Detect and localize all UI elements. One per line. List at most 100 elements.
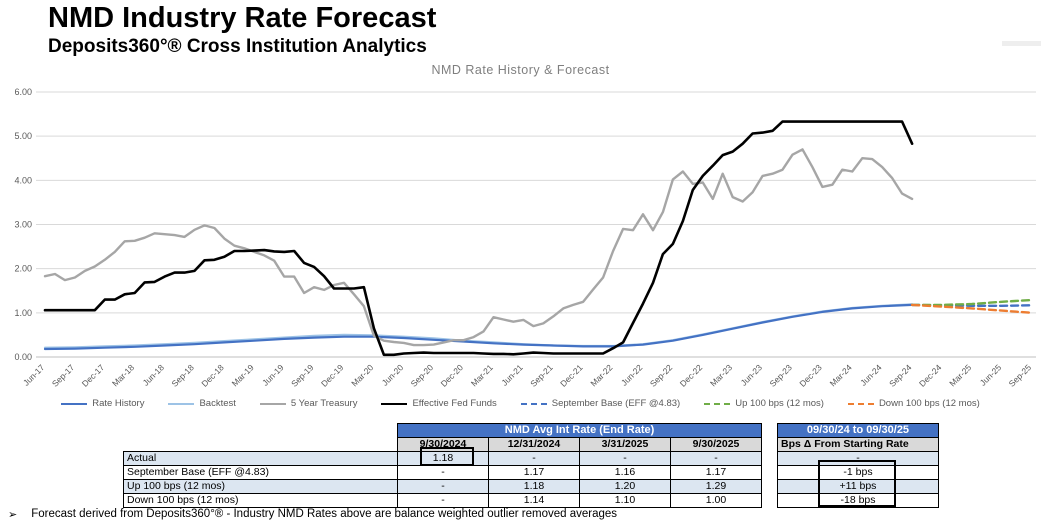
legend-marker-icon [61, 402, 88, 405]
legend-marker-icon [381, 402, 408, 405]
rate-value-cell: 1.17 [669, 465, 763, 480]
footnote: ➢ Forecast derived from Deposits360°® - … [8, 508, 617, 521]
legend-label: September Base (EFF @4.83) [551, 398, 681, 409]
series-down-100-bps-12-mos- [910, 303, 1033, 314]
legend-item-effective-fed-funds: Effective Fed Funds [381, 398, 497, 409]
footnote-text: Forecast derived from Deposits360°® - In… [31, 508, 618, 520]
legend-marker-icon [520, 402, 547, 405]
legend-label: Effective Fed Funds [412, 398, 497, 409]
bps-table-subtitle: Bps Δ From Starting Rate [777, 437, 939, 452]
x-axis-tick-label: Dec-22 [678, 362, 705, 389]
legend-label: Down 100 bps (12 mos) [878, 398, 980, 409]
legend-label: Up 100 bps (12 mos) [735, 398, 824, 409]
legend-item-rate-history: Rate History [61, 398, 144, 409]
x-axis-tick-label: Jun-21 [499, 362, 525, 388]
legend-marker-icon [847, 402, 874, 405]
row-label: Up 100 bps (12 mos) [123, 479, 398, 494]
spacer-cell [123, 423, 398, 438]
x-axis-tick-label: Dec-24 [917, 362, 944, 389]
x-axis-tick-label: Mar-23 [708, 362, 734, 388]
bps-table-title: 09/30/24 to 09/30/25 [777, 423, 939, 438]
legend-item-backtest: Backtest [168, 398, 236, 409]
nmd-avg-int-rate-table: NMD Avg Int Rate (End Rate) 9/30/2024 12/3… [123, 423, 763, 508]
x-axis-tick-label: Sep-22 [648, 362, 675, 389]
legend-marker-icon [259, 402, 286, 405]
series-september-base-eff-4-83- [910, 303, 1033, 307]
x-axis-tick-label: Mar-21 [469, 362, 495, 388]
bps-delta-cell: +11 bps [777, 479, 939, 494]
rate-value-cell: 1.20 [579, 479, 671, 494]
rate-value-cell: 1.10 [579, 493, 671, 508]
rate-value-cell: - [397, 465, 489, 480]
table-row: Actual 1.18- - - [123, 451, 763, 466]
arrow-bullet-icon: ➢ [8, 509, 18, 521]
rate-value-cell: 1.18 [488, 479, 580, 494]
bps-delta-cell: -1 bps [777, 465, 939, 480]
legend-item-5-year-treasury: 5 Year Treasury [259, 398, 357, 409]
x-axis-tick-label: Mar-25 [947, 362, 973, 388]
table-row: - [777, 451, 939, 466]
x-axis-tick-label: Sep-25 [1007, 362, 1034, 389]
x-axis-tick-label: Mar-18 [110, 362, 136, 388]
spacer-cell [123, 437, 398, 452]
page-title: NMD Industry Rate Forecast [48, 2, 437, 34]
rate-value-cell: 1.14 [488, 493, 580, 508]
rate-value-cell: 1.17 [488, 465, 580, 480]
rate-value-cell: 1.18 [397, 451, 489, 466]
x-axis-tick-label: Dec-17 [80, 362, 107, 389]
x-axis-tick-label: Sep-18 [169, 362, 196, 389]
series-backtest [43, 303, 914, 349]
x-axis-tick-label: Dec-19 [319, 362, 346, 389]
y-axis-tick-label: 4.00 [14, 175, 32, 185]
rate-value-cell: - [397, 493, 489, 508]
series-effective-fed-funds [43, 120, 914, 357]
rate-value-cell: - [579, 451, 671, 466]
x-axis-tick-label: Sep-17 [50, 362, 77, 389]
x-axis-tick-label: Mar-19 [230, 362, 256, 388]
legend-marker-icon [168, 402, 195, 405]
x-axis-tick-label: Sep-24 [887, 362, 914, 389]
page-subtitle: Deposits360°® Cross Institution Analytic… [48, 36, 427, 57]
bps-delta-cell: - [777, 451, 939, 466]
table-row: Down 100 bps (12 mos) -1.14 1.10 1.00 [123, 493, 763, 508]
rate-value-cell: 1.16 [579, 465, 671, 480]
rate-value-cell: 1.00 [669, 493, 763, 508]
y-axis-tick-label: 1.00 [14, 308, 32, 318]
legend-marker-icon [704, 402, 731, 405]
legend-item-up-100-bps-12-mos-: Up 100 bps (12 mos) [704, 398, 824, 409]
table-row: -18 bps [777, 493, 939, 508]
bps-delta-cell: -18 bps [777, 493, 939, 508]
x-axis-tick-label: Mar-24 [828, 362, 854, 388]
x-axis-tick-label: Sep-21 [528, 362, 555, 389]
series-up-100-bps-12-mos- [910, 298, 1033, 307]
x-axis-tick-label: Dec-23 [797, 362, 824, 389]
x-axis-tick-label: Sep-20 [409, 362, 436, 389]
x-axis-tick-label: Jun-18 [141, 362, 167, 388]
x-axis-tick-label: Sep-23 [767, 362, 794, 389]
column-header: 12/31/2024 [488, 437, 580, 452]
x-axis-tick-label: Sep-19 [289, 362, 316, 389]
rates-table-title: NMD Avg Int Rate (End Rate) [396, 423, 763, 438]
rate-value-cell: - [488, 451, 580, 466]
rate-value-cell: - [669, 451, 763, 466]
series-rate-history [43, 303, 914, 351]
top-right-bar [1002, 41, 1041, 46]
legend-item-down-100-bps-12-mos-: Down 100 bps (12 mos) [847, 398, 980, 409]
series-5-year-treasury [43, 148, 914, 347]
table-row: September Base (EFF @4.83) -1.17 1.16 1.17 [123, 465, 763, 480]
row-label: Down 100 bps (12 mos) [123, 493, 398, 508]
x-axis-tick-label: Mar-22 [588, 362, 614, 388]
x-axis-tick-label: Dec-20 [439, 362, 466, 389]
x-axis-tick-label: Jun-20 [380, 362, 406, 388]
x-axis-tick-label: Dec-18 [199, 362, 226, 389]
x-axis-tick-label: Jun-23 [739, 362, 765, 388]
x-axis-tick-label: Jun-25 [978, 362, 1004, 388]
legend-item-september-base-eff-4-83-: September Base (EFF @4.83) [520, 398, 681, 409]
x-axis-tick-label: Jun-22 [619, 362, 645, 388]
x-axis-tick-label: Jun-17 [21, 362, 47, 388]
rate-value-cell: - [397, 479, 489, 494]
y-axis-tick-label: 6.00 [14, 87, 32, 97]
y-axis-tick-label: 3.00 [14, 219, 32, 229]
